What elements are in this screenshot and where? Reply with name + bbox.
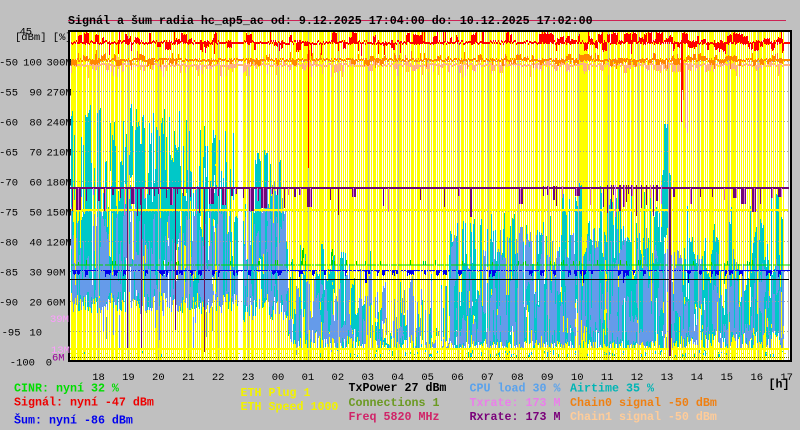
svg-text:15: 15: [721, 372, 734, 384]
svg-text:270M: 270M: [47, 88, 72, 100]
svg-text:CINR: nyní 32 %: CINR: nyní 32 %: [14, 382, 119, 396]
svg-text:-80: -80: [0, 238, 18, 250]
svg-text:0: 0: [46, 358, 52, 370]
svg-text:50: 50: [29, 208, 42, 220]
svg-text:00: 00: [272, 372, 285, 384]
svg-text:05: 05: [421, 372, 434, 384]
svg-text:-50: -50: [0, 58, 18, 70]
svg-text:-65: -65: [0, 148, 18, 160]
svg-text:60: 60: [29, 178, 42, 190]
svg-text:ETH Speed 1000: ETH Speed 1000: [241, 400, 339, 414]
svg-text:-70: -70: [0, 178, 18, 190]
svg-text:120M: 120M: [47, 238, 72, 250]
svg-text:-90: -90: [0, 298, 18, 310]
svg-text:07: 07: [481, 372, 494, 384]
svg-text:-85: -85: [0, 268, 18, 280]
svg-text:01: 01: [302, 372, 315, 384]
svg-text:20: 20: [152, 372, 165, 384]
svg-text:09: 09: [541, 372, 554, 384]
svg-text:18: 18: [92, 372, 105, 384]
svg-text:210M: 210M: [47, 148, 72, 160]
svg-text:03: 03: [361, 372, 374, 384]
svg-text:CPU load 30 %: CPU load 30 %: [470, 382, 561, 396]
svg-text:Txrate: 173 M: Txrate: 173 M: [470, 396, 561, 410]
svg-text:Airtime 35 %: Airtime 35 %: [570, 382, 654, 396]
svg-text:21: 21: [182, 372, 195, 384]
svg-text:Chain0 signal -50 dBm: Chain0 signal -50 dBm: [570, 396, 717, 410]
svg-text:100: 100: [23, 58, 42, 70]
svg-text:150M: 150M: [47, 208, 72, 220]
svg-text:Freq 5820 MHz: Freq 5820 MHz: [349, 410, 440, 424]
svg-text:-75: -75: [0, 208, 18, 220]
svg-text:ETH Plug 1: ETH Plug 1: [241, 386, 311, 400]
svg-text:40: 40: [29, 238, 42, 250]
svg-text:Signál: nyní -47 dBm: Signál: nyní -47 dBm: [14, 396, 154, 410]
svg-text:10: 10: [571, 372, 584, 384]
svg-text:90: 90: [29, 88, 42, 100]
svg-text:13: 13: [661, 372, 674, 384]
svg-text:23: 23: [242, 372, 255, 384]
svg-text:-95: -95: [2, 328, 21, 340]
svg-text:19: 19: [122, 372, 135, 384]
svg-text:60M: 60M: [47, 298, 66, 310]
svg-text:-100: -100: [10, 358, 35, 370]
svg-text:Connections 1: Connections 1: [349, 396, 440, 410]
svg-text:13M: 13M: [51, 345, 70, 357]
svg-text:-60: -60: [0, 118, 18, 130]
svg-text:90M: 90M: [47, 268, 66, 280]
svg-text:14: 14: [691, 372, 704, 384]
svg-text:Chain1 signal -50 dBm: Chain1 signal -50 dBm: [570, 410, 717, 424]
svg-text:Rxrate: 173 M: Rxrate: 173 M: [470, 410, 561, 424]
svg-text:240M: 240M: [47, 118, 72, 130]
svg-text:[dBm] [%]: [dBm] [%]: [15, 32, 72, 44]
svg-text:08: 08: [511, 372, 524, 384]
svg-text:11: 11: [601, 372, 614, 384]
svg-text:70: 70: [29, 148, 42, 160]
svg-text:10: 10: [29, 328, 42, 340]
svg-text:20: 20: [29, 298, 42, 310]
svg-text:6M: 6M: [52, 353, 65, 365]
svg-text:02: 02: [332, 372, 345, 384]
svg-text:30: 30: [29, 268, 42, 280]
svg-text:[h]: [h]: [769, 378, 790, 392]
svg-text:-55: -55: [0, 88, 18, 100]
svg-text:12: 12: [631, 372, 644, 384]
svg-text:TxPower 27 dBm: TxPower 27 dBm: [349, 381, 447, 395]
svg-text:Signál a šum radia hc_ap5_ac o: Signál a šum radia hc_ap5_ac od: 9.12.20…: [68, 14, 593, 28]
svg-text:04: 04: [391, 372, 404, 384]
svg-text:39M: 39M: [50, 314, 69, 326]
svg-text:45: 45: [20, 27, 33, 39]
svg-text:16: 16: [750, 372, 763, 384]
svg-text:06: 06: [451, 372, 464, 384]
svg-text:180M: 180M: [47, 178, 72, 190]
svg-text:17: 17: [780, 372, 793, 384]
svg-text:300M: 300M: [47, 58, 72, 70]
svg-text:80: 80: [29, 118, 42, 130]
svg-text:22: 22: [212, 372, 225, 384]
svg-text:Šum: nyní -86 dBm: Šum: nyní -86 dBm: [14, 414, 133, 428]
